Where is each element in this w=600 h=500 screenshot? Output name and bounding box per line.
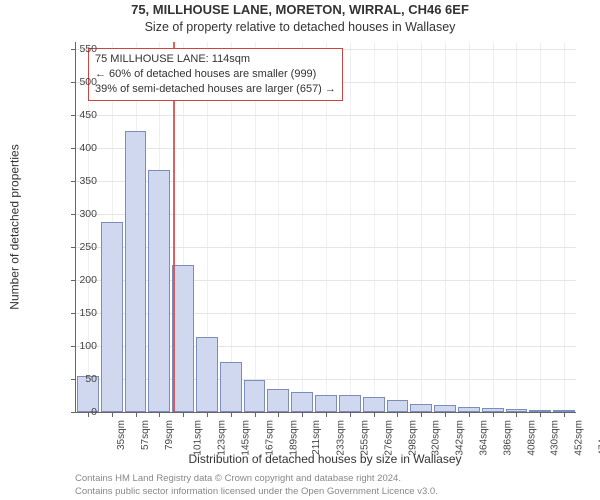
footer-line-2: Contains public sector information licen… (75, 486, 575, 498)
histogram-bar (101, 222, 123, 412)
x-tick-mark (302, 412, 303, 417)
x-tick-label: 123sqm (217, 420, 228, 456)
histogram-bar (410, 404, 432, 412)
x-tick-label: 101sqm (193, 420, 204, 456)
x-tick-label: 211sqm (311, 420, 322, 455)
y-tick-label: 550 (57, 43, 97, 55)
x-tick-label: 57sqm (140, 420, 151, 450)
callout-line-2: ← 60% of detached houses are smaller (99… (95, 67, 336, 82)
x-tick-label: 79sqm (164, 420, 175, 450)
y-tick-label: 250 (57, 241, 97, 253)
x-tick-label: 342sqm (455, 420, 466, 456)
y-tick-label: 500 (57, 76, 97, 88)
y-axis-label-text: Number of detached properties (8, 144, 22, 309)
y-tick-label: 0 (57, 406, 97, 418)
y-tick-label: 450 (57, 109, 97, 121)
x-tick-mark (397, 412, 398, 417)
histogram-bar (244, 380, 266, 412)
histogram-bar (363, 397, 385, 412)
x-tick-label: 430sqm (550, 420, 561, 456)
plot-area: 75 MILLHOUSE LANE: 114sqm ← 60% of detac… (75, 42, 576, 413)
histogram-bar (172, 265, 194, 412)
x-tick-mark (207, 412, 208, 417)
x-tick-label: 276sqm (383, 420, 394, 456)
x-tick-label: 167sqm (264, 420, 275, 456)
x-tick-label: 233sqm (336, 420, 347, 456)
histogram-bar (339, 395, 361, 412)
x-tick-mark (421, 412, 422, 417)
x-tick-label: 452sqm (574, 420, 585, 456)
x-tick-mark (374, 412, 375, 417)
x-axis-label: Distribution of detached houses by size … (75, 452, 575, 466)
histogram-bar (220, 362, 242, 412)
x-tick-mark (112, 412, 113, 417)
x-tick-mark (540, 412, 541, 417)
x-tick-mark (493, 412, 494, 417)
y-tick-label: 400 (57, 142, 97, 154)
x-tick-mark (564, 412, 565, 417)
y-axis-label: Number of detached properties (6, 42, 24, 412)
chart-container: 75, MILLHOUSE LANE, MORETON, WIRRAL, CH4… (0, 0, 600, 500)
y-tick-label: 50 (57, 373, 97, 385)
x-tick-mark (255, 412, 256, 417)
x-tick-mark (516, 412, 517, 417)
x-tick-label: 408sqm (526, 420, 537, 456)
chart-title-address: 75, MILLHOUSE LANE, MORETON, WIRRAL, CH4… (0, 2, 600, 17)
x-tick-label: 255sqm (360, 420, 371, 456)
y-tick-label: 200 (57, 274, 97, 286)
callout-line-1: 75 MILLHOUSE LANE: 114sqm (95, 52, 336, 67)
chart-subtitle: Size of property relative to detached ho… (0, 20, 600, 34)
y-tick-label: 100 (57, 340, 97, 352)
histogram-bar (148, 170, 170, 412)
footer: Contains HM Land Registry data © Crown c… (75, 473, 575, 498)
x-tick-mark (350, 412, 351, 417)
x-tick-label: 298sqm (407, 420, 418, 456)
x-tick-mark (183, 412, 184, 417)
x-tick-mark (159, 412, 160, 417)
histogram-bar (196, 337, 218, 412)
x-tick-label: 145sqm (241, 420, 252, 456)
histogram-bar (267, 389, 289, 412)
x-tick-label: 189sqm (288, 420, 299, 456)
x-tick-mark (326, 412, 327, 417)
x-tick-label: 320sqm (431, 420, 442, 456)
x-tick-mark (136, 412, 137, 417)
y-tick-label: 350 (57, 175, 97, 187)
callout-line-3: 39% of semi-detached houses are larger (… (95, 82, 336, 97)
histogram-bar (291, 392, 313, 412)
x-tick-mark (231, 412, 232, 417)
callout-box: 75 MILLHOUSE LANE: 114sqm ← 60% of detac… (88, 48, 343, 101)
x-tick-mark (278, 412, 279, 417)
histogram-bar (434, 405, 456, 412)
x-tick-label: 35sqm (116, 420, 127, 450)
histogram-bar (125, 131, 147, 412)
y-tick-label: 300 (57, 208, 97, 220)
histogram-bar (387, 400, 409, 412)
x-tick-mark (445, 412, 446, 417)
x-tick-label: 386sqm (502, 420, 513, 456)
x-tick-mark (469, 412, 470, 417)
histogram-bar (315, 395, 337, 412)
footer-line-1: Contains HM Land Registry data © Crown c… (75, 473, 575, 485)
x-tick-label: 364sqm (479, 420, 490, 456)
y-tick-label: 150 (57, 307, 97, 319)
